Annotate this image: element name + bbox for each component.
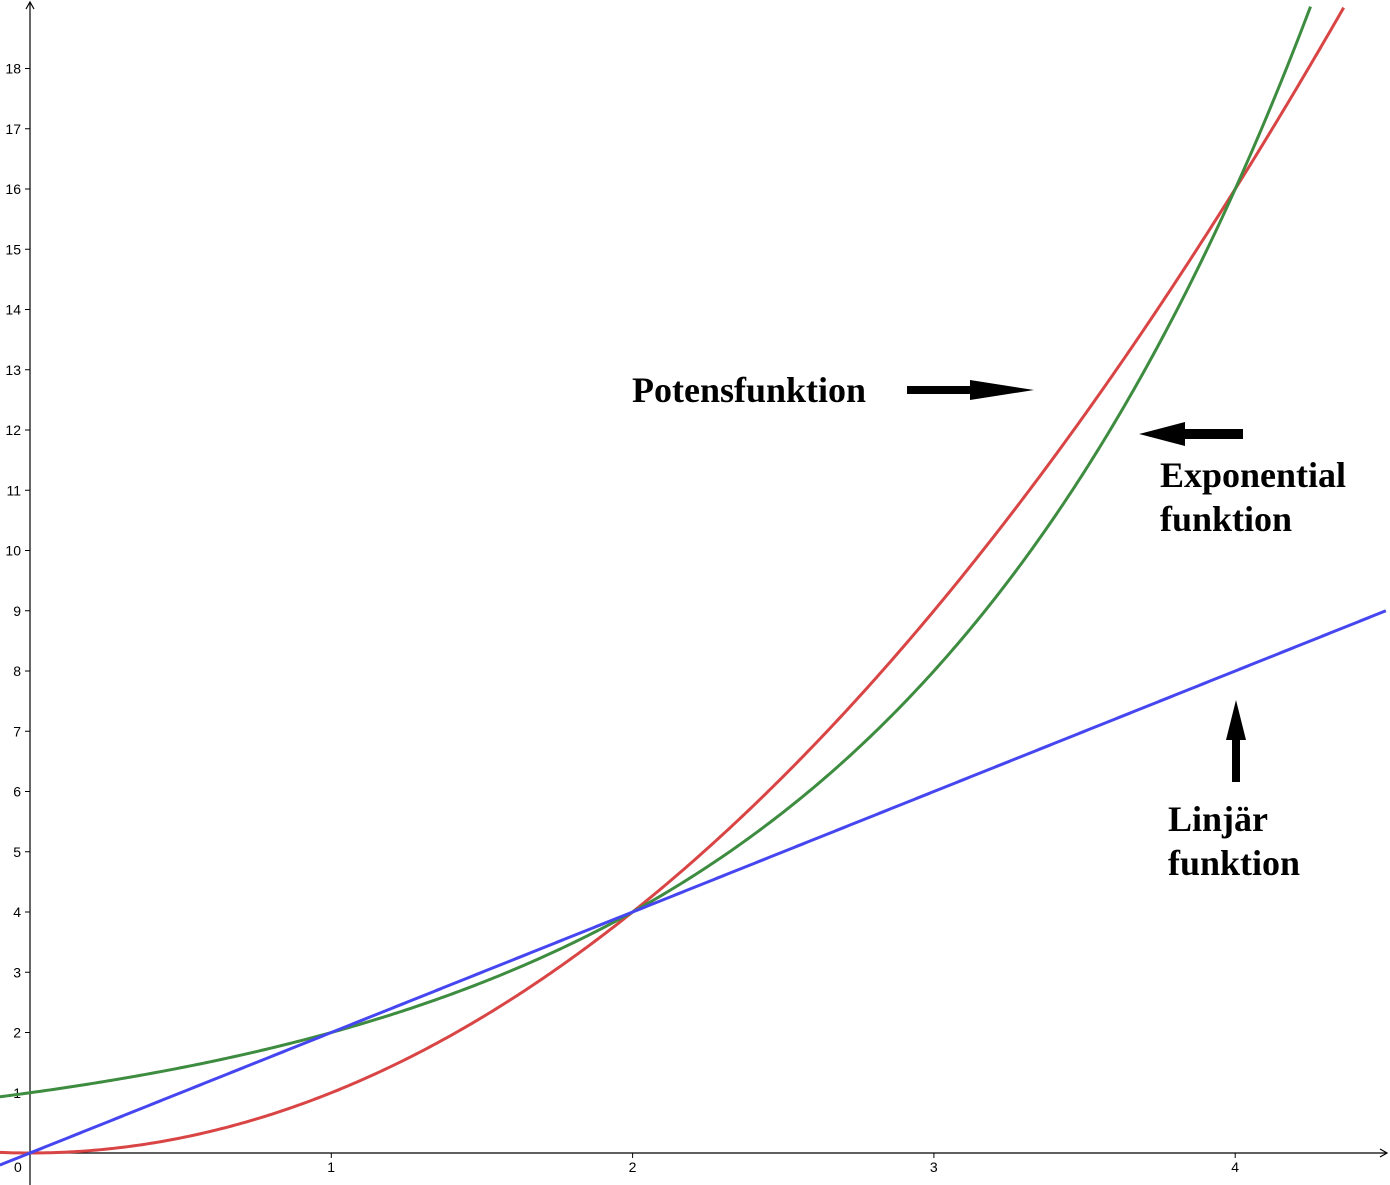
y-tick-label: 17 [5, 121, 21, 137]
y-tick-label: 14 [5, 302, 21, 318]
arrow-up-icon [1226, 700, 1246, 782]
annotation-exponential-line2: funktion [1160, 499, 1292, 539]
annotation-exponential-line1: Exponential [1160, 455, 1346, 495]
y-tick-label: 6 [13, 784, 21, 800]
y-tick-label: 11 [6, 482, 21, 498]
annotation-linjar-line2: funktion [1168, 843, 1300, 883]
x-tick-label: 3 [930, 1159, 938, 1175]
x-tick-label: 0 [14, 1159, 22, 1175]
y-tick-label: 7 [13, 723, 21, 739]
y-tick-label: 15 [5, 241, 21, 257]
series-line-linjar [0, 609, 1387, 1167]
y-tick-label: 1 [13, 1085, 21, 1101]
curves [0, 6, 1387, 1167]
y-tick-label: 5 [13, 844, 21, 860]
y-tick-label: 16 [5, 181, 21, 197]
y-axis-arrow-icon [25, 0, 35, 10]
x-tick-label: 2 [629, 1159, 637, 1175]
x-axis-arrow-icon [1379, 1148, 1389, 1158]
y-tick-label: 2 [13, 1025, 21, 1041]
y-tick-label: 3 [13, 964, 21, 980]
y-tick-label: 12 [5, 422, 21, 438]
y-tick-label: 13 [5, 362, 21, 378]
arrow-right-icon [907, 380, 1034, 400]
annotations: Potensfunktion Exponential funktion Linj… [632, 370, 1346, 883]
x-tick-label: 4 [1231, 1159, 1239, 1175]
y-tick-label: 9 [13, 603, 21, 619]
y-tick-label: 10 [5, 543, 21, 559]
series-line-exponential [0, 6, 1312, 1099]
y-tick-label: 18 [5, 61, 21, 77]
y-tick-label: 8 [13, 663, 21, 679]
annotation-linjar-line1: Linjär [1168, 799, 1268, 839]
x-tick-label: 1 [327, 1159, 335, 1175]
series-line-potens [0, 6, 1345, 1155]
arrow-left-icon [1139, 422, 1243, 446]
annotation-potensfunktion: Potensfunktion [632, 370, 866, 410]
y-tick-label: 4 [13, 904, 21, 920]
